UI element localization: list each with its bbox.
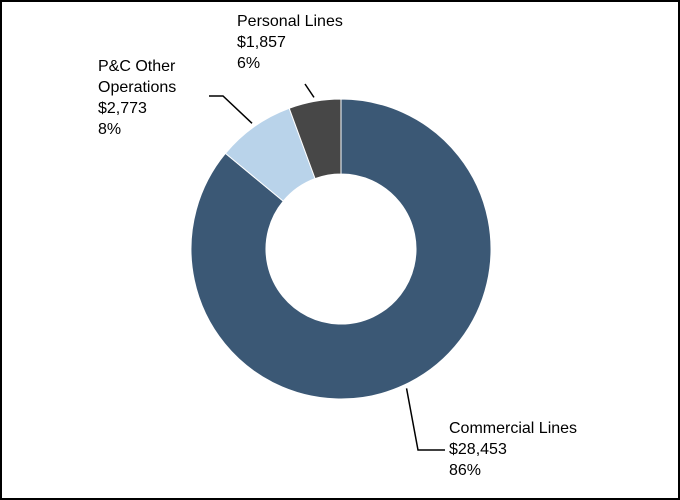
label-personal-lines: Personal Lines $1,857 6% <box>237 11 343 74</box>
leader-line-commercial-lines <box>405 388 445 451</box>
slice-commercial-lines <box>190 98 492 400</box>
label-commercial-lines: Commercial Lines $28,453 86% <box>449 418 577 481</box>
slice-percent: 86% <box>449 462 482 479</box>
slice-name-line: P&C Other <box>98 58 176 75</box>
slice-percent: 8% <box>98 121 122 138</box>
slice-name-line: Commercial Lines <box>449 420 578 437</box>
slice-value: $1,857 <box>237 34 286 51</box>
slice-value: $28,453 <box>449 441 507 458</box>
slice-name-line: Personal Lines <box>237 13 343 30</box>
slice-name-line: Operations <box>98 79 177 96</box>
label-pc-other-operations: P&C Other Operations $2,773 8% <box>98 56 176 140</box>
leader-line-pc-other-operations <box>209 95 253 124</box>
slice-personal-lines <box>288 98 342 180</box>
slice-value: $2,773 <box>98 100 147 117</box>
slice-percent: 6% <box>237 55 261 72</box>
leader-line-personal-lines <box>304 83 315 98</box>
